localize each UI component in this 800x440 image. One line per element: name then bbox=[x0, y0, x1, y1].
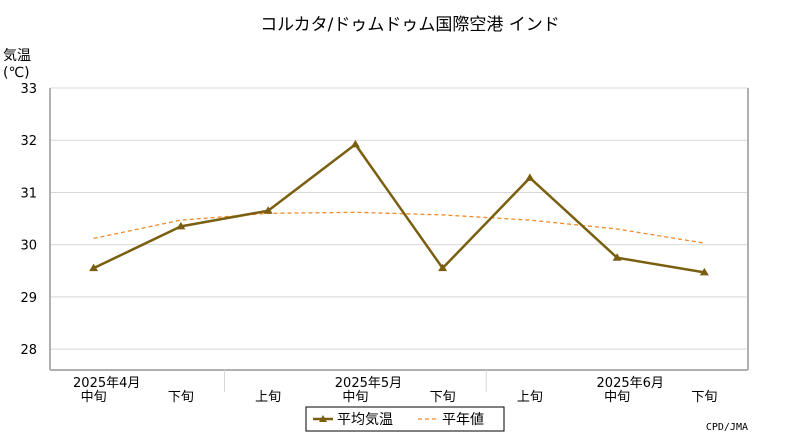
x-tick-label: 中旬 bbox=[342, 390, 368, 405]
y-tick-label: 30 bbox=[20, 239, 37, 254]
legend: 平均気温 平年値 bbox=[305, 406, 505, 432]
legend-avg-marker bbox=[319, 415, 327, 422]
series-average-point bbox=[263, 206, 273, 214]
series-average-point bbox=[176, 221, 186, 230]
grid-lines bbox=[50, 87, 748, 350]
y-tick-label: 29 bbox=[20, 291, 37, 306]
x-axis: 中旬 下旬 上旬 中旬 下旬 上旬 中旬 下旬 2025年4月 2025年5月 2025年6月 bbox=[73, 370, 717, 405]
chart-title: コルカタ/ドゥムドゥム国際空港 インド bbox=[260, 15, 560, 35]
x-tick-label: 上旬 bbox=[255, 390, 281, 405]
y-tick-labels: 28 29 30 31 32 33 bbox=[20, 82, 37, 358]
series-average-point bbox=[350, 139, 360, 148]
x-tick-label: 中旬 bbox=[81, 390, 107, 405]
x-tick-label: 下旬 bbox=[691, 390, 717, 405]
series-average-point bbox=[699, 267, 709, 276]
y-axis-label: 気温 bbox=[3, 48, 31, 64]
y-tick-label: 31 bbox=[20, 186, 37, 201]
series-average-point bbox=[612, 253, 622, 261]
x-tick-label: 下旬 bbox=[430, 390, 456, 405]
x-month-label: 2025年5月 bbox=[335, 376, 402, 391]
legend-normal-label: 平年値 bbox=[442, 412, 484, 428]
credit: CPD/JMA bbox=[706, 422, 748, 433]
x-tick-label: 上旬 bbox=[517, 390, 543, 405]
x-month-label: 2025年6月 bbox=[597, 376, 664, 391]
series-average-layer bbox=[89, 139, 709, 276]
legend-box bbox=[305, 406, 505, 432]
series-average-point bbox=[438, 263, 448, 272]
x-tick-label: 下旬 bbox=[168, 390, 194, 405]
y-axis-unit: (℃) bbox=[3, 65, 30, 81]
series-average-point bbox=[89, 263, 99, 272]
series-normal-layer bbox=[93, 211, 705, 244]
x-tick-label: 中旬 bbox=[604, 390, 630, 405]
y-tick-label: 33 bbox=[20, 82, 37, 97]
y-tick-label: 28 bbox=[20, 343, 37, 358]
series-average-point bbox=[525, 173, 535, 181]
y-tick-label: 32 bbox=[20, 134, 37, 149]
x-month-label: 2025年4月 bbox=[73, 376, 140, 391]
plot-area bbox=[50, 88, 748, 370]
series-normal-line bbox=[93, 211, 705, 244]
series-average-line bbox=[93, 143, 705, 274]
legend-avg-label: 平均気温 bbox=[337, 412, 393, 428]
